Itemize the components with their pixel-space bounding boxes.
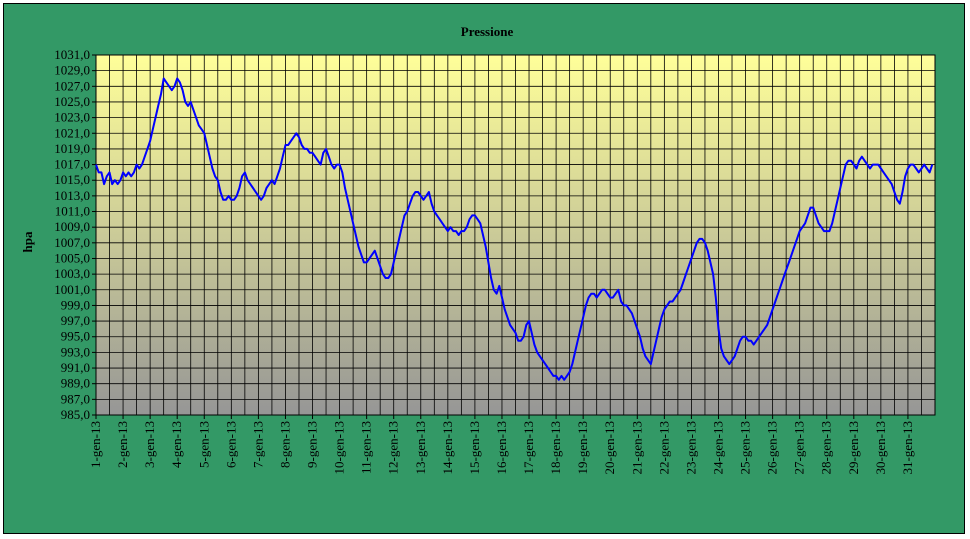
x-tick-label: 7-gen-13 bbox=[250, 421, 265, 468]
grid-lines bbox=[95, 54, 936, 416]
x-tick-label: 1-gen-13 bbox=[88, 421, 103, 468]
x-tick-label: 24-gen-13 bbox=[710, 421, 725, 474]
y-tick-label: 1017,0 bbox=[54, 157, 90, 172]
pressure-chart: Pressione hpa 985,0987,0989,0991,0993,09… bbox=[20, 24, 936, 474]
y-axis-label: hpa bbox=[20, 231, 35, 252]
x-axis-ticks: 1-gen-13 2-gen-13 3-gen-13 4-gen-13 5-gen-13… bbox=[88, 415, 915, 474]
x-tick-label: 22-gen-13 bbox=[656, 421, 671, 474]
y-tick-label: 1003,0 bbox=[54, 266, 90, 281]
y-tick-label: 1013,0 bbox=[54, 188, 90, 203]
x-tick-label: 6-gen-13 bbox=[223, 421, 238, 468]
x-tick-label: 27-gen-13 bbox=[792, 421, 807, 474]
x-tick-label: 4-gen-13 bbox=[169, 421, 184, 468]
y-tick-label: 993,0 bbox=[61, 344, 90, 359]
x-tick-label: 12-gen-13 bbox=[386, 421, 401, 474]
x-tick-label: 29-gen-13 bbox=[846, 421, 861, 474]
x-tick-label: 26-gen-13 bbox=[765, 421, 780, 474]
x-tick-label: 25-gen-13 bbox=[738, 421, 753, 474]
series-layer bbox=[95, 77, 934, 381]
y-tick-label: 1023,0 bbox=[54, 110, 90, 125]
y-tick-label: 1021,0 bbox=[54, 125, 90, 140]
x-tick-label: 23-gen-13 bbox=[683, 421, 698, 474]
y-tick-label: 985,0 bbox=[61, 407, 90, 422]
series-line-pressione bbox=[95, 77, 934, 381]
x-tick-label: 15-gen-13 bbox=[467, 421, 482, 474]
y-tick-label: 991,0 bbox=[61, 360, 90, 375]
x-tick-label: 17-gen-13 bbox=[521, 421, 536, 474]
chart-title: Pressione bbox=[461, 24, 514, 39]
x-tick-label: 28-gen-13 bbox=[819, 421, 834, 474]
x-tick-label: 16-gen-13 bbox=[494, 421, 509, 474]
y-tick-label: 1029,0 bbox=[54, 63, 90, 78]
y-tick-label: 1001,0 bbox=[54, 282, 90, 297]
x-tick-label: 30-gen-13 bbox=[873, 421, 888, 474]
x-tick-label: 10-gen-13 bbox=[332, 421, 347, 474]
y-tick-label: 989,0 bbox=[61, 376, 90, 391]
x-tick-label: 14-gen-13 bbox=[440, 421, 455, 474]
x-tick-label: 20-gen-13 bbox=[602, 421, 617, 474]
x-tick-label: 3-gen-13 bbox=[142, 421, 157, 468]
y-tick-label: 987,0 bbox=[61, 391, 90, 406]
x-tick-label: 13-gen-13 bbox=[413, 421, 428, 474]
x-tick-label: 2-gen-13 bbox=[115, 421, 130, 468]
y-tick-label: 1011,0 bbox=[55, 204, 90, 219]
y-tick-label: 1007,0 bbox=[54, 235, 90, 250]
y-tick-label: 1015,0 bbox=[54, 172, 90, 187]
y-tick-label: 999,0 bbox=[61, 297, 90, 312]
y-tick-label: 1031,0 bbox=[54, 47, 90, 62]
chart-frame: Pressione hpa 985,0 987,0 989,0 991,0 993,0 9… bbox=[3, 3, 965, 534]
y-tick-label: 1019,0 bbox=[54, 141, 90, 156]
y-tick-label: 997,0 bbox=[61, 313, 90, 328]
x-tick-label: 19-gen-13 bbox=[575, 421, 590, 474]
x-tick-label: 11-gen-13 bbox=[359, 421, 374, 474]
y-tick-label: 1009,0 bbox=[54, 219, 90, 234]
x-tick-label: 21-gen-13 bbox=[629, 421, 644, 474]
y-axis-ticks: 985,0987,0989,0991,0993,0995,0997,0999,0… bbox=[54, 47, 96, 422]
y-tick-label: 995,0 bbox=[61, 329, 90, 344]
x-tick-label: 18-gen-13 bbox=[548, 421, 563, 474]
y-tick-label: 1025,0 bbox=[54, 94, 90, 109]
x-tick-label: 31-gen-13 bbox=[900, 421, 915, 474]
x-tick-label: 5-gen-13 bbox=[196, 421, 211, 468]
x-tick-label: 8-gen-13 bbox=[277, 421, 292, 468]
x-tick-label: 9-gen-13 bbox=[305, 421, 320, 468]
y-tick-label: 1027,0 bbox=[54, 78, 90, 93]
y-tick-label: 1005,0 bbox=[54, 250, 90, 265]
